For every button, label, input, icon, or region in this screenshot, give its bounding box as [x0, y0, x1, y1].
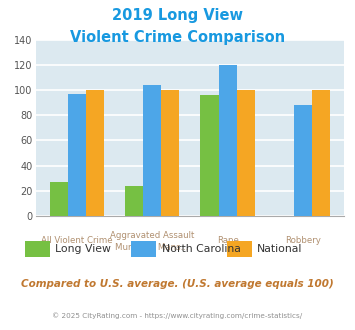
Text: 2019 Long View: 2019 Long View [112, 8, 243, 23]
Bar [125, 186, 143, 216]
Text: Robbery: Robbery [285, 236, 321, 245]
Text: Aggravated Assault: Aggravated Assault [110, 231, 195, 240]
Bar [68, 94, 86, 216]
Bar [143, 85, 161, 216]
Text: Rape: Rape [217, 236, 239, 245]
Text: Compared to U.S. average. (U.S. average equals 100): Compared to U.S. average. (U.S. average … [21, 279, 334, 289]
Text: Long View: Long View [55, 244, 111, 254]
Bar [50, 182, 68, 216]
Bar [201, 95, 219, 216]
Text: © 2025 CityRating.com - https://www.cityrating.com/crime-statistics/: © 2025 CityRating.com - https://www.city… [53, 312, 302, 318]
Bar [294, 105, 312, 216]
Bar [237, 90, 255, 216]
Text: National: National [257, 244, 303, 254]
Bar [86, 90, 104, 216]
Bar [161, 90, 179, 216]
Bar [219, 65, 237, 216]
Text: North Carolina: North Carolina [162, 244, 240, 254]
Bar [312, 90, 330, 216]
Text: All Violent Crime: All Violent Crime [41, 236, 113, 245]
Text: Murder & Mans...: Murder & Mans... [115, 243, 189, 252]
Text: Violent Crime Comparison: Violent Crime Comparison [70, 30, 285, 45]
